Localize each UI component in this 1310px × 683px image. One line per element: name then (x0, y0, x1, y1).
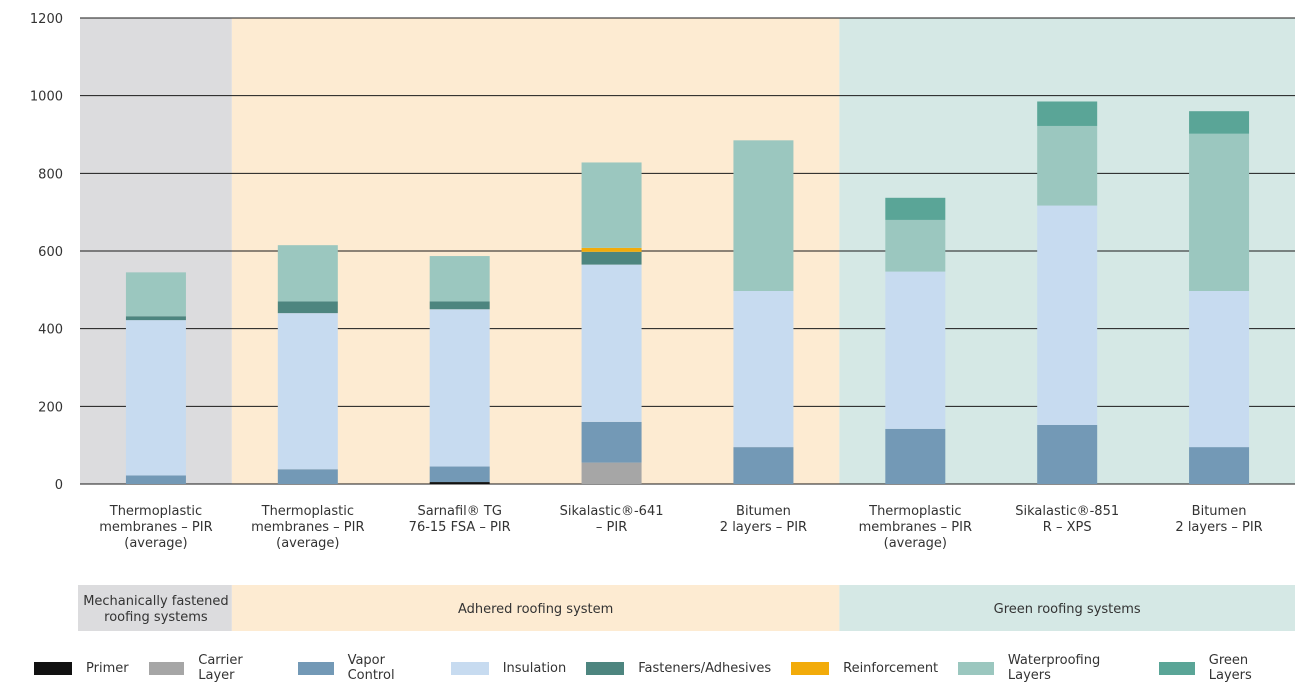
bar-segment-vapor-control (581, 421, 642, 463)
legend-swatch (148, 661, 185, 675)
x-tick-label: Thermoplastic (109, 504, 202, 519)
legend-swatch (450, 661, 489, 675)
bar-segment-insulation (1189, 290, 1250, 448)
bar-segment-vapor-control (1189, 447, 1250, 484)
legend-label: Primer (86, 660, 129, 676)
legend-item: Fasteners/Adhesives (586, 661, 771, 676)
bar-segment-vapor-control (1037, 424, 1098, 484)
bar-segment-reinforcement (581, 247, 642, 252)
legend-label: Insulation (502, 660, 567, 676)
group-band-1 (231, 585, 840, 631)
x-tick-label: Sarnafil® TG (417, 504, 502, 519)
y-tick-label: 1000 (30, 90, 63, 105)
x-tick-label: Bitumen (1192, 504, 1247, 519)
bar-segment-waterproofing-layers (885, 219, 946, 272)
legend-item: Green Layers (1159, 653, 1290, 683)
group-band-label: Green roofing systems (994, 602, 1141, 617)
bar-segment-fasteners-adhesives (277, 301, 338, 314)
y-tick-labels: 0 200 400 600 800 1000 1200 (30, 12, 63, 493)
legend-label: Carrier Layer (198, 653, 243, 683)
legend-swatch (791, 661, 830, 675)
bar-segment-waterproofing-layers (125, 272, 186, 317)
legend-swatch (297, 661, 334, 675)
bar-segment-carrier-layer (581, 462, 642, 484)
legend-label: Waterproofing Layers (1007, 653, 1101, 683)
bar-segment-insulation (125, 320, 186, 476)
legend-item: Primer (34, 661, 129, 676)
bar-segment-insulation (581, 264, 642, 422)
x-tick-label: 76-15 FSA – PIR (409, 520, 511, 535)
x-tick-label: (average) (276, 536, 339, 551)
bar-segment-insulation (885, 271, 946, 429)
legend-label: Reinforcement (843, 660, 939, 676)
bar-segment-waterproofing-layers (429, 256, 490, 302)
legend-item: Insulation (450, 660, 567, 676)
bar-segment-insulation (429, 309, 490, 467)
x-tick-label: membranes – PIR (251, 520, 364, 535)
x-tick-label: Bitumen (736, 504, 791, 519)
x-tick-label: Sikalastic®-851 (1015, 504, 1119, 519)
y-tick-label: 400 (38, 323, 63, 338)
legend-item: Vapor Control (297, 653, 431, 683)
legend-label: Vapor Control (347, 653, 395, 683)
bar-segment-fasteners-adhesives (429, 301, 490, 310)
bars (125, 101, 1250, 484)
bar-segment-vapor-control (125, 475, 186, 484)
x-tick-label: membranes – PIR (859, 520, 972, 535)
y-tick-label: 200 (38, 400, 63, 415)
x-tick-label: 2 layers – PIR (1175, 520, 1262, 535)
bar-segment-waterproofing-layers (1189, 133, 1250, 291)
x-tick-label: membranes – PIR (99, 520, 212, 535)
legend-item: Carrier Layer (148, 653, 278, 683)
bar-segment-insulation (1037, 205, 1098, 425)
bar-segment-vapor-control (429, 466, 490, 483)
x-tick-label: – PIR (596, 520, 627, 535)
bar-segment-insulation (733, 290, 794, 448)
legend-item: Waterproofing Layers (958, 653, 1139, 683)
x-tick-label: (average) (884, 536, 947, 551)
legend-swatch (586, 661, 625, 675)
legend-label: Fasteners/Adhesives (638, 660, 772, 676)
bar-segment-waterproofing-layers (581, 162, 642, 248)
group-band-0 (78, 585, 232, 631)
legend-label: Green Layers (1208, 653, 1252, 683)
bar-segment-insulation (277, 313, 338, 470)
x-tick-label: 2 layers – PIR (720, 520, 807, 535)
x-tick-label: Sikalastic®-641 (560, 504, 664, 519)
bar-segment-waterproofing-layers (277, 245, 338, 302)
x-tick-label: Thermoplastic (868, 504, 961, 519)
x-tick-label: R – XPS (1043, 520, 1092, 535)
y-tick-label: 1200 (30, 12, 63, 27)
legend-swatch (958, 661, 994, 675)
group-band-label: Mechanically fastened (83, 594, 228, 609)
bar-segment-green-layers (1189, 111, 1250, 134)
group-band-label: roofing systems (104, 610, 208, 625)
group-band-label: Adhered roofing system (458, 602, 613, 617)
bar-segment-waterproofing-layers (733, 140, 794, 291)
group-band-2 (839, 585, 1295, 631)
bar-segment-vapor-control (733, 447, 794, 484)
y-tick-label: 0 (55, 478, 63, 493)
bar-segment-fasteners-adhesives (581, 251, 642, 265)
bar-segment-vapor-control (277, 469, 338, 484)
x-tick-label: (average) (124, 536, 187, 551)
bar-segment-primer (429, 482, 490, 484)
bar-segment-waterproofing-layers (1037, 125, 1098, 206)
y-tick-label: 800 (38, 167, 63, 182)
bar-segment-fasteners-adhesives (125, 316, 186, 321)
y-tick-label: 600 (38, 245, 63, 260)
legend-swatch (1159, 661, 1195, 675)
bar-segment-vapor-control (885, 428, 946, 484)
bar-segment-green-layers (1037, 101, 1098, 126)
legend-swatch (34, 661, 72, 675)
legend-item: Reinforcement (791, 661, 938, 676)
x-tick-label: Thermoplastic (261, 504, 354, 519)
legend: Primer Carrier Layer Vapor Control Insulati… (34, 653, 1310, 683)
bar-segment-green-layers (885, 197, 946, 220)
